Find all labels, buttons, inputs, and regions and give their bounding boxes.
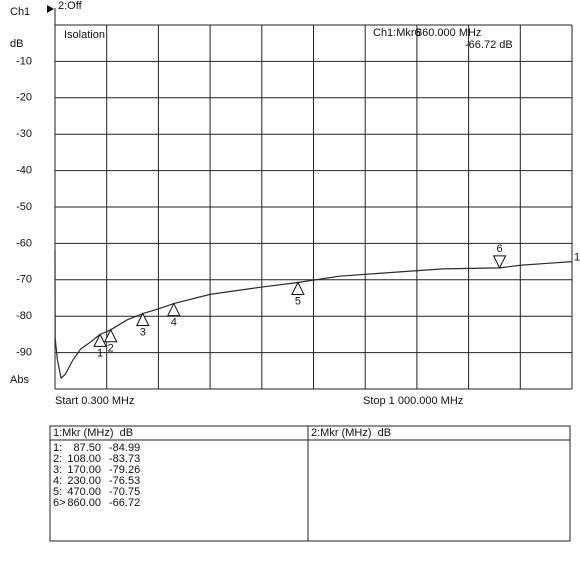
y-tick-label: -20	[16, 92, 32, 104]
active-marker-value: -66.72 dB	[465, 39, 513, 51]
stop-label: Stop 1 000.000 MHz	[363, 395, 463, 407]
row-db: -83.73	[109, 453, 140, 465]
active-marker-name: Ch1:Mkr6	[373, 27, 421, 39]
y-unit: dB	[10, 38, 23, 50]
row-id: 6>	[53, 497, 66, 509]
row-freq: 860.00	[67, 497, 101, 509]
y-tick-label: -80	[16, 310, 32, 322]
y-tick-label: -50	[16, 201, 32, 213]
row-id: 4:	[53, 475, 62, 487]
marker-label: 1	[97, 347, 103, 359]
channel-label: Ch1	[10, 6, 30, 18]
y-tick-label: -70	[16, 274, 32, 286]
marker-label: 5	[295, 295, 301, 307]
chart-title: Isolation	[64, 29, 105, 41]
row-db: -79.26	[109, 464, 140, 476]
marker-label: 4	[171, 316, 177, 328]
marker	[103, 328, 118, 343]
row-id: 2:	[53, 453, 62, 465]
row-db: -70.75	[109, 486, 140, 498]
row-id: 3:	[53, 464, 62, 476]
y-tick-label: -60	[16, 237, 32, 249]
row-freq: 170.00	[67, 464, 101, 476]
marker	[135, 312, 150, 327]
trace	[54, 250, 573, 380]
row-freq: 230.00	[67, 475, 101, 487]
table-header: 1:Mkr (MHz) dB	[53, 427, 133, 439]
active-marker-freq: 860.000 MHz	[416, 27, 481, 39]
marker	[492, 255, 507, 269]
marker	[291, 281, 305, 296]
channel-indicator	[47, 5, 54, 13]
marker-label: 2	[108, 343, 114, 355]
y-tick-label: -40	[16, 165, 32, 177]
table-header: 2:Mkr (MHz) dB	[311, 427, 391, 439]
y-format: Abs	[10, 374, 29, 386]
trace-label: 1	[574, 252, 580, 264]
marker	[166, 302, 181, 317]
marker	[93, 333, 107, 347]
row-id: 1:	[53, 442, 62, 454]
marker-table: 1:Mkr (MHz) dB 1: 87.50 -84.99 2: 108.00 -83.7…	[49, 425, 571, 542]
status-text: 2:Off	[58, 0, 83, 12]
row-db: -76.53	[109, 475, 140, 487]
start-label: Start 0.300 MHz	[55, 395, 134, 407]
marker-label: 3	[140, 326, 146, 338]
table-border	[49, 425, 571, 542]
row-freq: 87.50	[73, 442, 101, 454]
y-tick-label: -30	[16, 128, 32, 140]
row-id: 5:	[53, 486, 62, 498]
row-freq: 470.00	[67, 486, 101, 498]
row-db: -84.99	[109, 442, 140, 454]
row-freq: 108.00	[67, 453, 101, 465]
y-tick-label: -10	[16, 55, 32, 67]
row-db: -66.72	[109, 497, 140, 509]
y-tick-label: -90	[16, 347, 32, 359]
marker-label: 6	[497, 243, 503, 255]
